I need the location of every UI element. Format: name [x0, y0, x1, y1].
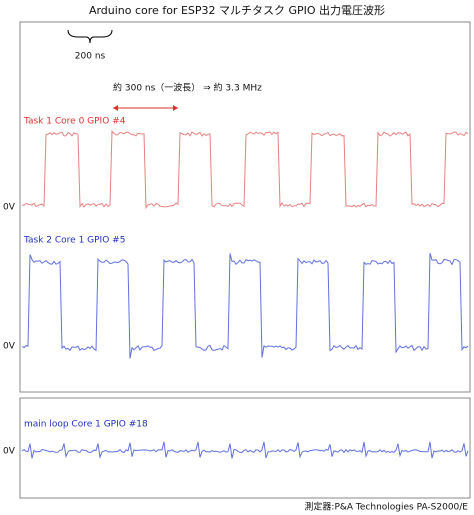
period-note: 約 300 ns（一波長） ⇒ 約 3.3 MHz: [113, 82, 262, 94]
waveform: [21, 441, 469, 460]
waveform: [21, 252, 469, 359]
brace: [67, 29, 113, 44]
zero-label: 0V: [3, 447, 16, 457]
title: Arduino core for ESP32 マルチタスク GPIO 出力電圧波…: [89, 3, 385, 17]
zero-label: 0V: [3, 342, 16, 352]
channel-label: Task 2 Core 1 GPIO #5: [23, 236, 125, 246]
upper-panel: [19, 21, 471, 393]
footer: 測定器:P&A Technologies PA-S2000/E: [304, 501, 468, 513]
scale-note: 200 ns: [75, 52, 106, 62]
channel-label: main loop Core 1 GPIO #18: [24, 420, 148, 430]
zero-label: 0V: [3, 203, 16, 213]
waveform: [21, 129, 469, 210]
channel-label: Task 1 Core 0 GPIO #4: [23, 117, 126, 127]
lower-panel: [19, 397, 471, 499]
